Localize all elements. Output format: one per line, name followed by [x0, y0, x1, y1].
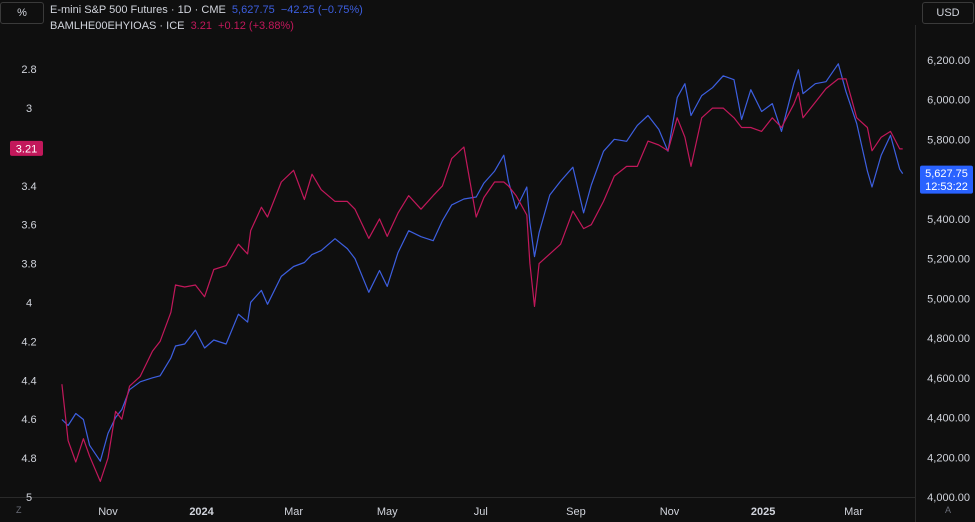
left-axis-tick-label: 3.8 — [21, 259, 36, 271]
right-axis-tick-label: 5,000.00 — [927, 293, 970, 305]
legend-hy-change: +0.12 (+3.88%) — [218, 20, 294, 32]
time-axis-tick-label: 2024 — [189, 506, 214, 518]
time-axis-tick-label: Sep — [566, 506, 586, 518]
time-axis-tick-label: May — [377, 506, 398, 518]
right-axis-tick-label: 4,600.00 — [927, 373, 970, 385]
right-last-value-label: 5,627.75 — [925, 168, 968, 180]
left-axis-unit-button[interactable]: % — [0, 2, 44, 24]
legend-hy-value: 3.21 — [190, 20, 212, 32]
legend-sp[interactable]: E-mini S&P 500 Futures · 1D · CME 5,627.… — [50, 4, 366, 16]
left-axis-tick-label: 4.2 — [21, 336, 36, 348]
time-axis-tick-label: Jul — [474, 506, 488, 518]
time-axis-tick-label: Nov — [98, 506, 118, 518]
left-axis-tick-label: 3 — [26, 103, 32, 115]
right-last-value-badge — [920, 165, 973, 194]
left-last-value-badge — [10, 140, 43, 156]
legend-hy-name: BAMLHE00EHYIOAS · ICE — [50, 20, 185, 32]
bar-countdown-label: 12:53:22 — [925, 181, 968, 193]
right-axis-tick-label: 5,400.00 — [927, 214, 970, 226]
right-axis-tick-label: 6,200.00 — [927, 55, 970, 67]
left-axis-tick-label: 4.8 — [21, 453, 36, 465]
series-line-sp500 — [61, 63, 904, 462]
right-axis-tick-label: 4,000.00 — [927, 492, 970, 504]
legend-sp-change: −42.25 (−0.75%) — [280, 4, 363, 16]
right-axis-tick-label: 5,200.00 — [927, 254, 970, 266]
left-axis-tick-label: 4 — [26, 298, 32, 310]
zoom-reset-icon[interactable]: Z — [16, 505, 22, 515]
time-axis-tick-label: Mar — [844, 506, 863, 518]
auto-scale-icon[interactable]: A — [945, 505, 952, 515]
currency-button[interactable]: USD — [922, 2, 974, 24]
legend-hy[interactable]: BAMLHE00EHYIOAS · ICE 3.21 +0.12 (+3.88%… — [50, 20, 297, 32]
time-axis-tick-label: Mar — [284, 506, 303, 518]
right-axis-tick-label: 4,200.00 — [927, 452, 970, 464]
time-axis-tick-label: Nov — [660, 506, 680, 518]
left-axis-tick-label: 2.8 — [21, 64, 36, 76]
legend-sp-name: E-mini S&P 500 Futures · 1D · CME — [50, 4, 226, 16]
left-last-value-label: 3.21 — [16, 143, 37, 155]
time-axis-tick-label: 2025 — [751, 506, 775, 518]
right-axis-tick-label: 6,000.00 — [927, 95, 970, 107]
series-line-hy-spread — [61, 78, 903, 482]
left-axis-tick-label: 4.4 — [21, 375, 36, 387]
right-axis-tick-label: 4,400.00 — [927, 413, 970, 425]
right-axis-tick-label: 4,800.00 — [927, 333, 970, 345]
right-axis-tick-label: 5,800.00 — [927, 134, 970, 146]
left-axis-tick-label: 3.4 — [21, 181, 36, 193]
legend-sp-value: 5,627.75 — [231, 4, 275, 16]
left-axis-tick-label: 3.6 — [21, 220, 36, 232]
left-axis-tick-label: 5 — [26, 492, 32, 504]
left-axis-tick-label: 4.6 — [21, 414, 36, 426]
